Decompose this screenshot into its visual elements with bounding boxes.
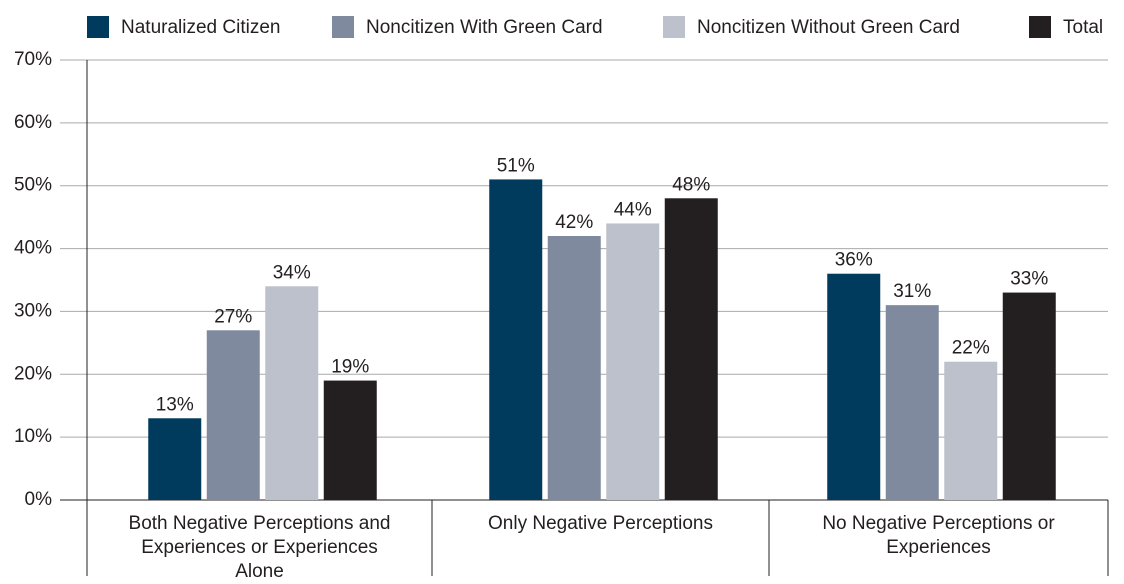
legend-swatch <box>332 16 354 38</box>
value-label: 42% <box>555 212 593 233</box>
value-label: 36% <box>835 250 873 271</box>
value-label: 51% <box>497 155 535 176</box>
value-label: 27% <box>214 306 252 327</box>
value-label: 19% <box>331 357 369 378</box>
bar <box>664 198 718 501</box>
bar <box>1002 292 1056 500</box>
bar <box>206 330 260 500</box>
value-label: 31% <box>893 281 931 302</box>
y-tick-label: 0% <box>25 489 53 510</box>
y-tick-label: 10% <box>14 426 52 447</box>
y-tick-label: 20% <box>14 363 52 384</box>
value-label: 34% <box>273 262 311 283</box>
legend-swatch <box>87 16 109 38</box>
legend-label: Noncitizen Without Green Card <box>697 17 960 38</box>
legend-swatch <box>663 16 685 38</box>
x-tick-label: Only Negative Perceptions <box>488 513 713 534</box>
bar <box>265 286 319 500</box>
value-label: 48% <box>672 174 710 195</box>
bar <box>489 179 543 500</box>
value-label: 33% <box>1010 269 1048 290</box>
x-tick-label: No Negative Perceptions or Experiences <box>822 513 1055 558</box>
bar <box>885 305 939 500</box>
bar <box>323 380 377 500</box>
legend-swatch <box>1029 16 1051 38</box>
y-tick-label: 40% <box>14 238 52 259</box>
value-label: 44% <box>614 199 652 220</box>
legend-label: Naturalized Citizen <box>121 17 280 38</box>
value-label: 22% <box>952 338 990 359</box>
legend-label: Noncitizen With Green Card <box>366 17 603 38</box>
y-tick-label: 30% <box>14 300 52 321</box>
x-tick-label: Both Negative Perceptions and Experience… <box>128 513 391 582</box>
value-label: 13% <box>156 394 194 415</box>
bar <box>547 236 601 500</box>
bar <box>148 418 202 500</box>
legend-label: Total <box>1063 17 1103 38</box>
y-tick-label: 70% <box>14 49 52 70</box>
bar <box>944 361 998 500</box>
bar <box>606 223 660 500</box>
y-tick-label: 60% <box>14 112 52 133</box>
y-tick-label: 50% <box>14 175 52 196</box>
bar <box>827 273 881 500</box>
